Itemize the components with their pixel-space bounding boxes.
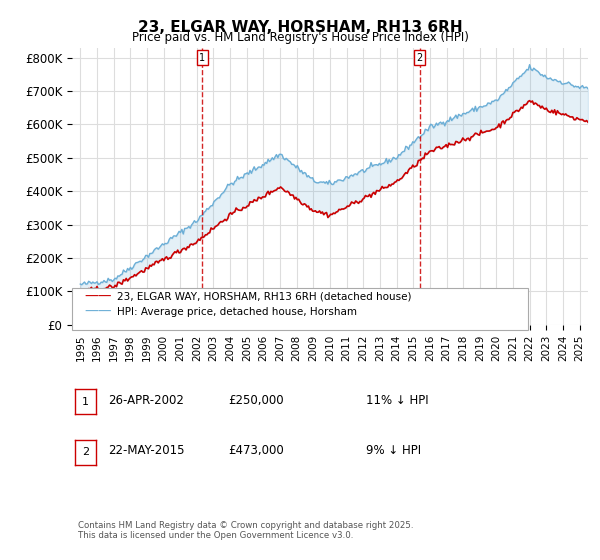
Text: 2: 2 xyxy=(416,53,422,63)
Text: 1: 1 xyxy=(82,397,89,407)
Text: ——: —— xyxy=(84,290,112,304)
Text: HPI: Average price, detached house, Horsham: HPI: Average price, detached house, Hors… xyxy=(117,307,357,317)
Text: 23, ELGAR WAY, HORSHAM, RH13 6RH (detached house): 23, ELGAR WAY, HORSHAM, RH13 6RH (detach… xyxy=(117,292,412,302)
Text: 23, ELGAR WAY, HORSHAM, RH13 6RH: 23, ELGAR WAY, HORSHAM, RH13 6RH xyxy=(137,20,463,35)
Text: 9% ↓ HPI: 9% ↓ HPI xyxy=(366,444,421,458)
Text: 26-APR-2002: 26-APR-2002 xyxy=(108,394,184,407)
Text: 22-MAY-2015: 22-MAY-2015 xyxy=(108,444,185,458)
Text: £250,000: £250,000 xyxy=(228,394,284,407)
Text: £473,000: £473,000 xyxy=(228,444,284,458)
Text: 1: 1 xyxy=(199,53,205,63)
Text: 11% ↓ HPI: 11% ↓ HPI xyxy=(366,394,428,407)
Text: Price paid vs. HM Land Registry's House Price Index (HPI): Price paid vs. HM Land Registry's House … xyxy=(131,31,469,44)
Text: Contains HM Land Registry data © Crown copyright and database right 2025.
This d: Contains HM Land Registry data © Crown c… xyxy=(78,521,413,540)
Text: ——: —— xyxy=(84,305,112,319)
Text: 2: 2 xyxy=(82,447,89,457)
